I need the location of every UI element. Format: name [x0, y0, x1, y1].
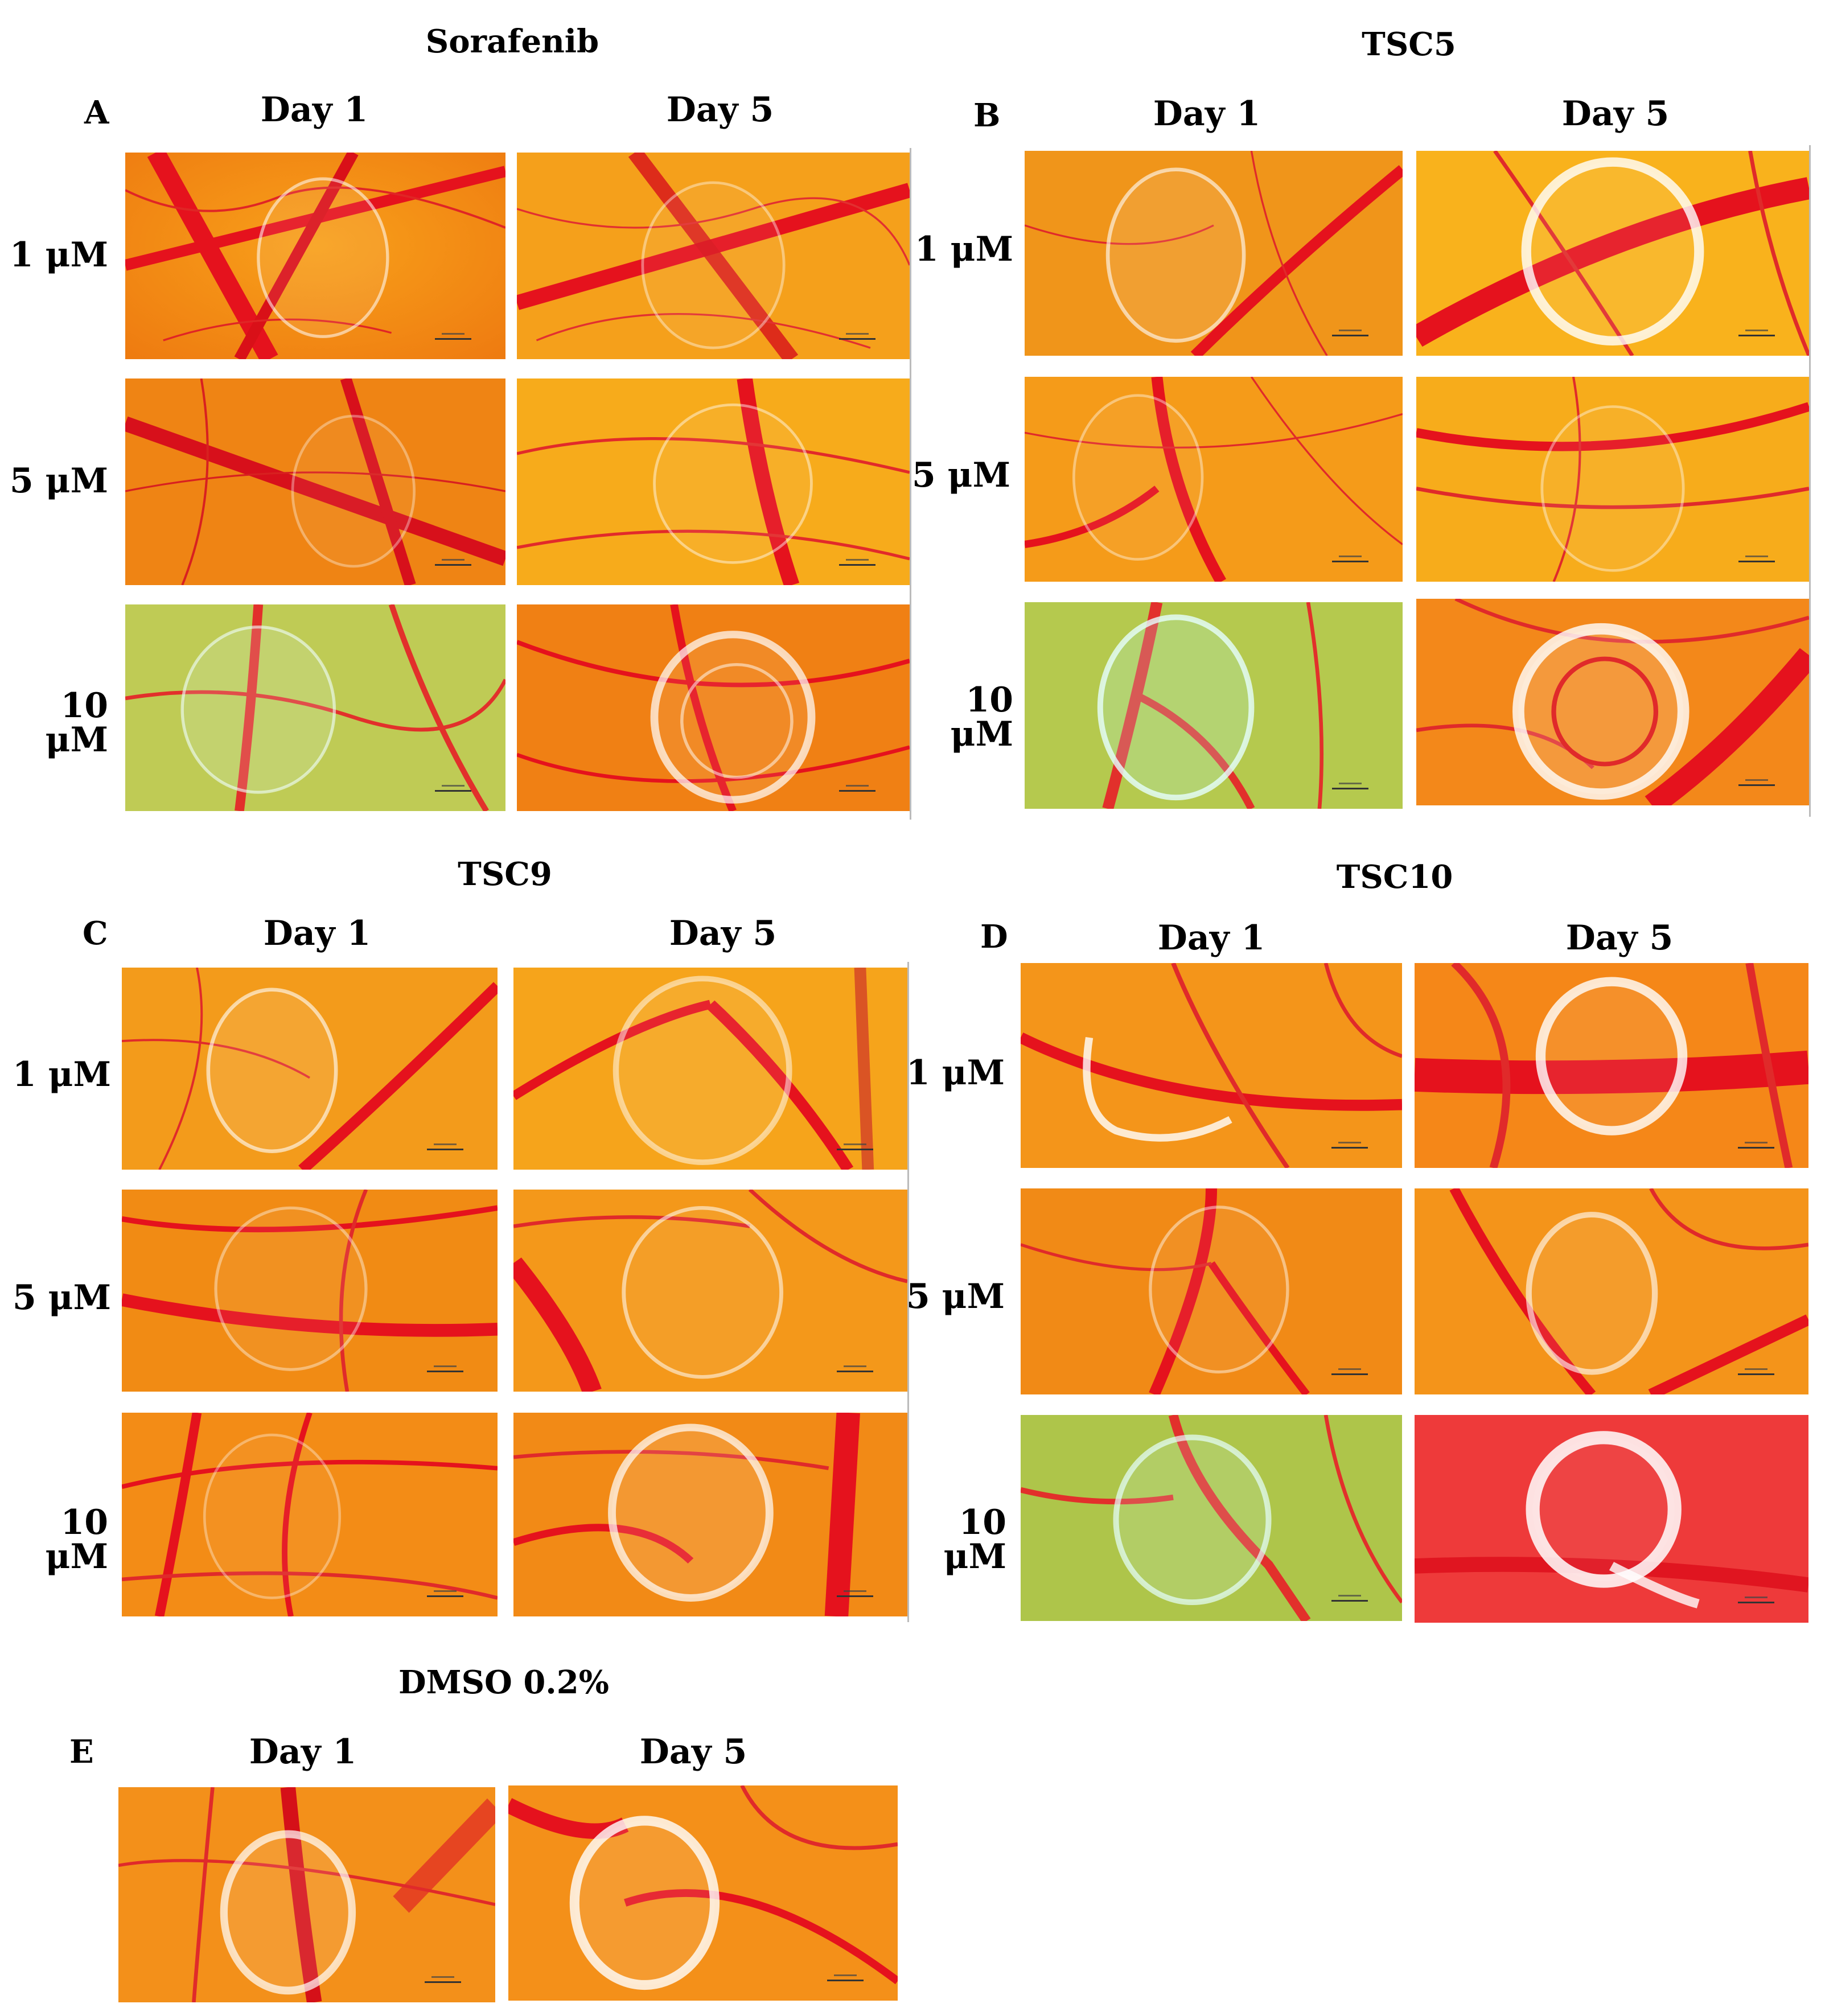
panel-c-day5-5um-photo	[513, 1190, 907, 1392]
scale-bar	[837, 1365, 873, 1372]
panel-c-letter: C	[83, 915, 108, 952]
panel-a-dose-1: 1 μM	[10, 235, 108, 275]
panel-c-day1-10um-photo	[122, 1413, 498, 1616]
panel-e-title: DMSO 0.2%	[398, 1664, 609, 1701]
divider	[910, 148, 911, 820]
divider	[1809, 145, 1811, 817]
panel-a-day5-5um-photo	[517, 378, 910, 585]
panel-d-day1-1um-photo	[1021, 963, 1402, 1168]
panel-e-letter: E	[69, 1733, 94, 1771]
scale-bar	[837, 1143, 873, 1150]
panel-b-day1-5um-photo	[1025, 377, 1403, 582]
panel-a-day5-1um-photo	[517, 153, 910, 359]
panel-d-title: TSC10	[1336, 858, 1453, 896]
scale-bar	[1738, 556, 1775, 562]
scale-bar	[837, 1590, 873, 1597]
scale-bar	[427, 1365, 463, 1372]
panel-b-day5-1um-photo	[1416, 151, 1809, 356]
panel-c-day1-label: Day 1	[263, 914, 371, 953]
scale-bar	[435, 785, 471, 792]
panel-e-day5-photo	[508, 1785, 898, 2001]
panel-c-title: TSC9	[458, 855, 552, 893]
divider	[907, 962, 909, 1622]
panel-b-title: TSC5	[1362, 26, 1456, 63]
panel-a-day5-label: Day 5	[666, 90, 774, 130]
panel-d-day5-5um-photo	[1415, 1188, 1808, 1394]
scale-bar	[1331, 1142, 1368, 1149]
panel-d-day1-5um-photo	[1021, 1188, 1402, 1394]
panel-d-day1-label: Day 1	[1157, 918, 1265, 958]
scale-bar	[1738, 779, 1775, 786]
panel-d-day5-1um-photo	[1415, 963, 1808, 1168]
panel-a-day1-10um-photo	[125, 604, 505, 811]
panel-a-day1-label: Day 1	[260, 90, 368, 130]
scale-bar	[435, 333, 471, 340]
scale-bar	[427, 1143, 463, 1150]
scale-bar	[1738, 330, 1775, 336]
scale-bar	[435, 559, 471, 566]
scale-bar	[839, 333, 875, 340]
panel-d-day5-label: Day 5	[1565, 918, 1674, 958]
scale-bar	[839, 559, 875, 566]
panel-a-dose-10: 10 μM	[45, 686, 108, 760]
panel-a-dose-5: 5 μM	[10, 461, 108, 501]
scale-bar	[427, 1590, 463, 1597]
panel-b-day5-5um-photo	[1416, 377, 1809, 582]
panel-b-day1-label: Day 1	[1153, 94, 1261, 134]
scale-bar	[839, 785, 875, 792]
panel-a-day1-5um-photo	[125, 378, 505, 585]
scale-bar	[1738, 1368, 1774, 1375]
scale-bar	[1332, 783, 1368, 789]
panel-c-day5-label: Day 5	[669, 914, 777, 953]
panel-b-dose-10: 10 μM	[950, 680, 1013, 754]
panel-b-dose-5: 5 μM	[912, 455, 1010, 495]
panel-e-day1-photo	[118, 1787, 495, 2002]
panel-c-day1-1um-photo	[122, 968, 498, 1170]
panel-e-day5-label: Day 5	[639, 1732, 747, 1772]
panel-a-day1-1um-photo	[125, 153, 505, 359]
panel-b-dose-1: 1 μM	[915, 229, 1013, 269]
scale-bar	[1332, 556, 1368, 562]
panel-c-day5-1um-photo	[513, 968, 907, 1170]
panel-b-letter: B	[973, 97, 1001, 134]
panel-c-dose-10: 10 μM	[45, 1503, 108, 1577]
scale-bar	[827, 1974, 864, 1981]
scale-bar	[1332, 330, 1368, 336]
panel-d-day5-10um-photo	[1415, 1415, 1808, 1623]
panel-a-day5-10um-photo	[517, 604, 910, 811]
panel-d-letter: D	[980, 918, 1008, 956]
panel-b-day1-1um-photo	[1025, 151, 1403, 356]
panel-c-day1-5um-photo	[122, 1190, 498, 1392]
panel-d-day1-10um-photo	[1021, 1415, 1402, 1621]
scale-bar	[1738, 1142, 1774, 1149]
panel-c-day5-10um-photo	[513, 1413, 907, 1616]
panel-d-dose-10: 10 μM	[943, 1503, 1006, 1577]
panel-b-day1-10um-photo	[1025, 602, 1403, 809]
panel-a-letter: A	[84, 94, 109, 131]
scale-bar	[1331, 1368, 1368, 1375]
panel-c-dose-1: 1 μM	[13, 1055, 111, 1095]
panel-b-day5-label: Day 5	[1561, 94, 1670, 134]
panel-a-title: Sorafenib	[425, 23, 599, 60]
panel-e-day1-label: Day 1	[249, 1732, 357, 1772]
panel-d-dose-1: 1 μM	[906, 1053, 1005, 1093]
scale-bar	[1738, 1597, 1774, 1603]
panel-c-dose-5: 5 μM	[13, 1278, 111, 1318]
panel-d-dose-5: 5 μM	[906, 1277, 1005, 1316]
scale-bar	[425, 1976, 461, 1983]
scale-bar	[1331, 1595, 1368, 1602]
panel-b-day5-10um-photo	[1416, 599, 1809, 805]
